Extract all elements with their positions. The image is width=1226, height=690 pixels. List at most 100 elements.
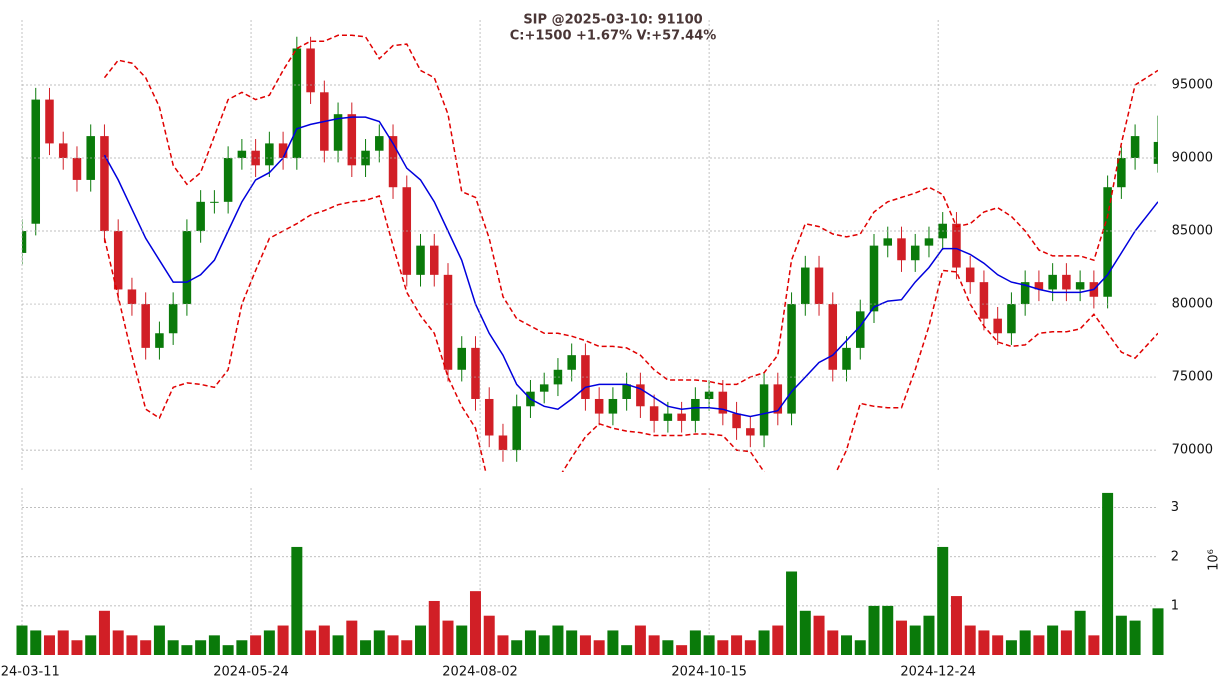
volume-bar bbox=[1152, 608, 1164, 655]
volume-bar bbox=[744, 640, 756, 655]
volume-bar bbox=[222, 645, 234, 655]
candle-body bbox=[210, 201, 219, 203]
y-tick-label: 75000 bbox=[1172, 370, 1213, 385]
volume-bar bbox=[332, 635, 344, 655]
volume-bar bbox=[346, 620, 358, 655]
volume-bar bbox=[387, 635, 399, 655]
volume-bar bbox=[772, 625, 784, 655]
volume-bar bbox=[717, 640, 729, 655]
volume-bar bbox=[827, 630, 839, 655]
volume-bar bbox=[607, 630, 619, 655]
volume-bar bbox=[318, 625, 330, 655]
volume-bar bbox=[456, 625, 468, 655]
candle-body bbox=[484, 398, 494, 436]
candle-body bbox=[168, 304, 178, 334]
candle-body bbox=[539, 384, 549, 392]
volume-bar bbox=[415, 625, 427, 655]
volume-bar bbox=[992, 635, 1004, 655]
candle-body bbox=[1130, 136, 1140, 159]
candle-body bbox=[58, 143, 68, 159]
volume-bar bbox=[593, 640, 605, 655]
volume-bar bbox=[882, 605, 894, 655]
candle-body bbox=[855, 311, 865, 348]
candle-body bbox=[979, 282, 989, 319]
volume-bar bbox=[648, 635, 660, 655]
x-tick-label: 2024-05-24 bbox=[213, 665, 289, 680]
candle-body bbox=[388, 136, 398, 188]
volume-bar bbox=[442, 620, 454, 655]
volume-bar bbox=[1129, 620, 1141, 655]
candle-body bbox=[498, 435, 508, 451]
y2-tick-label: 1 bbox=[1171, 598, 1179, 613]
candle-body bbox=[636, 384, 645, 407]
candle-body bbox=[127, 289, 137, 305]
volume-bar bbox=[1115, 615, 1127, 655]
candle-body bbox=[45, 99, 54, 144]
candle-body bbox=[828, 304, 838, 370]
volume-bar bbox=[43, 635, 55, 655]
candle-body bbox=[429, 245, 439, 275]
volume-bar bbox=[497, 635, 509, 655]
volume-bar bbox=[621, 645, 633, 655]
volume-bar bbox=[854, 640, 866, 655]
candle-body bbox=[924, 238, 934, 246]
candle-body bbox=[952, 223, 961, 268]
chart-subtitle: C:+1500 +1.67% V:+57.44% bbox=[510, 29, 717, 44]
candle-body bbox=[306, 48, 315, 93]
candle-body bbox=[910, 245, 920, 261]
y2-tick-label: 3 bbox=[1171, 500, 1179, 515]
volume-bar bbox=[85, 635, 97, 655]
volume-bar bbox=[964, 625, 976, 655]
volume-bar bbox=[1005, 640, 1017, 655]
volume-bar bbox=[57, 630, 69, 655]
y-tick-label: 70000 bbox=[1172, 443, 1213, 458]
candle-body bbox=[72, 158, 82, 180]
candle-body bbox=[1020, 282, 1030, 305]
candle-body bbox=[581, 355, 590, 399]
volume-bar bbox=[799, 610, 811, 655]
candle-body bbox=[553, 369, 563, 385]
candle-body bbox=[375, 136, 384, 151]
candle-body bbox=[361, 150, 370, 166]
candle-body bbox=[1048, 274, 1057, 290]
volume-bar bbox=[291, 546, 303, 655]
volume-bar bbox=[676, 645, 688, 655]
candle-body bbox=[457, 347, 467, 370]
volume-bar bbox=[277, 625, 289, 655]
volume-bar bbox=[689, 630, 701, 655]
volume-bar bbox=[140, 640, 152, 655]
candle-body bbox=[347, 114, 357, 166]
candle-body bbox=[993, 318, 1002, 334]
candle-body bbox=[691, 398, 700, 421]
candle-body bbox=[718, 391, 728, 414]
candle-body bbox=[1103, 187, 1112, 297]
volume-bar bbox=[373, 630, 385, 655]
volume-bar bbox=[126, 635, 138, 655]
volume-bar bbox=[538, 635, 550, 655]
volume-bar bbox=[1074, 610, 1086, 655]
candle-body bbox=[292, 48, 302, 159]
candle-body bbox=[333, 114, 343, 151]
volume-bar bbox=[524, 630, 536, 655]
volume-bar bbox=[895, 620, 907, 655]
candle-body bbox=[567, 355, 576, 370]
volume-bar bbox=[841, 635, 853, 655]
volume-bar bbox=[950, 596, 962, 655]
volume-bar bbox=[263, 630, 275, 655]
candle-body bbox=[443, 274, 453, 370]
candle-body bbox=[182, 231, 192, 305]
volume-unit: 10⁶ bbox=[1207, 549, 1222, 571]
candle-body bbox=[265, 143, 274, 166]
y-tick-label: 80000 bbox=[1172, 297, 1213, 312]
volume-bar bbox=[909, 625, 921, 655]
x-tick-label: 2024-03-11 bbox=[0, 665, 60, 680]
candle-body bbox=[113, 231, 123, 290]
volume-bar bbox=[813, 615, 825, 655]
volume-bar bbox=[1033, 635, 1045, 655]
volume-bar bbox=[634, 625, 646, 655]
x-tick-label: 2024-08-02 bbox=[442, 665, 518, 680]
candle-body bbox=[704, 391, 714, 399]
x-tick-label: 2024-10-15 bbox=[671, 665, 747, 680]
volume-bar bbox=[923, 615, 935, 655]
